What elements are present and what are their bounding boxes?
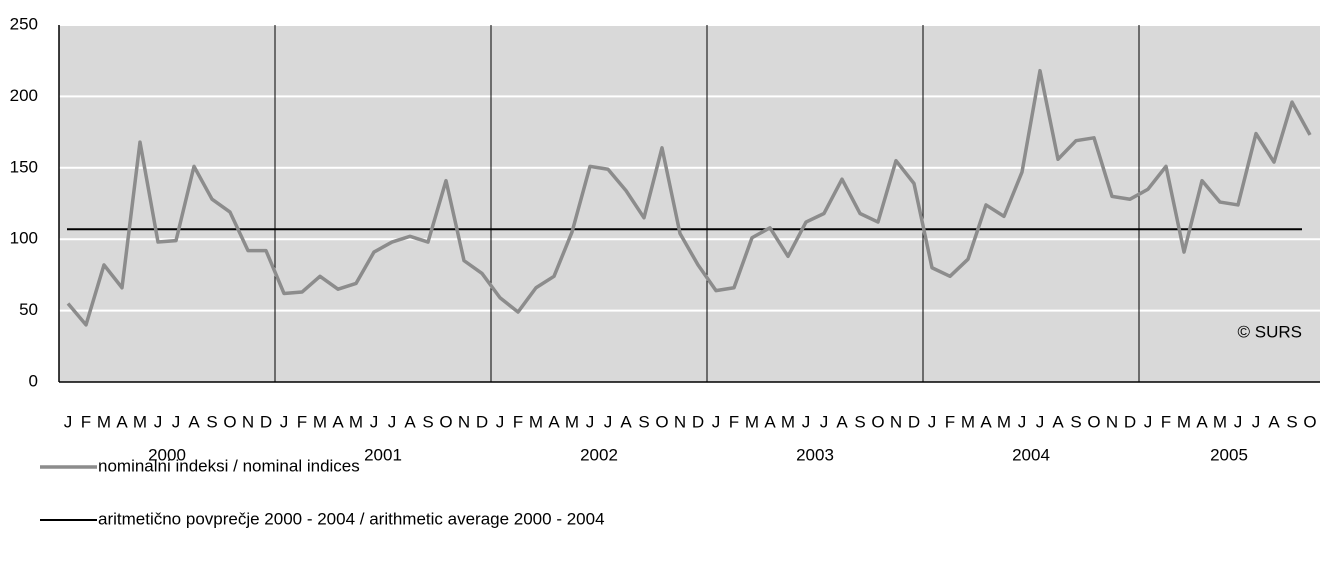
x-tick-label: M: [1213, 412, 1227, 431]
x-tick-label: S: [206, 412, 217, 431]
x-tick-label: M: [1177, 412, 1191, 431]
x-tick-label: D: [908, 412, 920, 431]
x-tick-label: M: [349, 412, 363, 431]
x-tick-label: N: [674, 412, 686, 431]
x-tick-label: M: [133, 412, 147, 431]
x-tick-label: J: [928, 412, 937, 431]
x-tick-label: M: [529, 412, 543, 431]
x-tick-label: F: [945, 412, 955, 431]
x-tick-label: M: [961, 412, 975, 431]
y-tick-label: 100: [10, 229, 38, 248]
x-tick-label: A: [620, 412, 632, 431]
x-tick-label: D: [692, 412, 704, 431]
x-tick-label: A: [1196, 412, 1208, 431]
x-tick-label: A: [980, 412, 992, 431]
x-tick-label: M: [745, 412, 759, 431]
year-label: 2000: [148, 445, 186, 464]
x-tick-label: M: [565, 412, 579, 431]
x-tick-label: O: [655, 412, 668, 431]
x-tick-label: F: [729, 412, 739, 431]
y-tick-label: 0: [29, 371, 38, 390]
x-tick-label: J: [1036, 412, 1045, 431]
x-tick-label: A: [764, 412, 776, 431]
x-tick-label: S: [854, 412, 865, 431]
x-tick-label: J: [496, 412, 505, 431]
x-tick-label: J: [712, 412, 721, 431]
annotation: © SURS: [1238, 322, 1302, 341]
x-tick-label: J: [1234, 412, 1243, 431]
x-tick-label: J: [1018, 412, 1027, 431]
year-label: 2003: [796, 445, 834, 464]
plot-area: [59, 25, 1320, 382]
x-tick-label: J: [64, 412, 73, 431]
x-tick-label: S: [638, 412, 649, 431]
x-tick-label: N: [1106, 412, 1118, 431]
x-tick-label: A: [836, 412, 848, 431]
x-tick-label: A: [116, 412, 128, 431]
x-tick-label: J: [154, 412, 163, 431]
x-tick-label: F: [513, 412, 523, 431]
x-tick-label: J: [172, 412, 181, 431]
x-tick-label: J: [280, 412, 289, 431]
x-tick-label: N: [890, 412, 902, 431]
x-tick-label: J: [802, 412, 811, 431]
x-tick-label: S: [1070, 412, 1081, 431]
legend-label: nominalni indeksi / nominal indices: [98, 456, 360, 475]
x-tick-label: M: [781, 412, 795, 431]
x-tick-label: O: [1303, 412, 1316, 431]
x-tick-label: J: [388, 412, 397, 431]
x-tick-label: A: [548, 412, 560, 431]
y-tick-label: 50: [19, 300, 38, 319]
x-tick-label: S: [1286, 412, 1297, 431]
x-tick-label: A: [332, 412, 344, 431]
x-tick-label: M: [313, 412, 327, 431]
x-tick-label: O: [223, 412, 236, 431]
year-label: 2002: [580, 445, 618, 464]
y-tick-label: 200: [10, 86, 38, 105]
x-tick-label: A: [188, 412, 200, 431]
x-tick-label: N: [458, 412, 470, 431]
x-tick-label: M: [997, 412, 1011, 431]
x-tick-label: J: [820, 412, 829, 431]
x-tick-label: F: [297, 412, 307, 431]
x-tick-label: J: [1144, 412, 1153, 431]
x-tick-label: J: [586, 412, 595, 431]
year-label: 2005: [1210, 445, 1248, 464]
x-tick-label: D: [260, 412, 272, 431]
x-tick-label: A: [404, 412, 416, 431]
year-label: 2004: [1012, 445, 1050, 464]
x-tick-label: F: [81, 412, 91, 431]
x-tick-label: M: [97, 412, 111, 431]
y-tick-label: 150: [10, 157, 38, 176]
y-tick-label: 250: [10, 14, 38, 33]
x-tick-label: O: [871, 412, 884, 431]
x-tick-label: J: [370, 412, 379, 431]
legend-label: aritmetično povprečje 2000 - 2004 / arit…: [98, 509, 605, 528]
x-tick-label: S: [422, 412, 433, 431]
x-tick-label: O: [439, 412, 452, 431]
line-series: [66, 68, 1312, 327]
x-tick-label: O: [1087, 412, 1100, 431]
x-tick-label: D: [476, 412, 488, 431]
x-tick-label: D: [1124, 412, 1136, 431]
x-tick-label: A: [1052, 412, 1064, 431]
x-tick-label: N: [242, 412, 254, 431]
x-tick-label: J: [604, 412, 613, 431]
x-tick-label: A: [1268, 412, 1280, 431]
x-tick-label: F: [1161, 412, 1171, 431]
x-tick-label: J: [1252, 412, 1261, 431]
year-label: 2001: [364, 445, 402, 464]
